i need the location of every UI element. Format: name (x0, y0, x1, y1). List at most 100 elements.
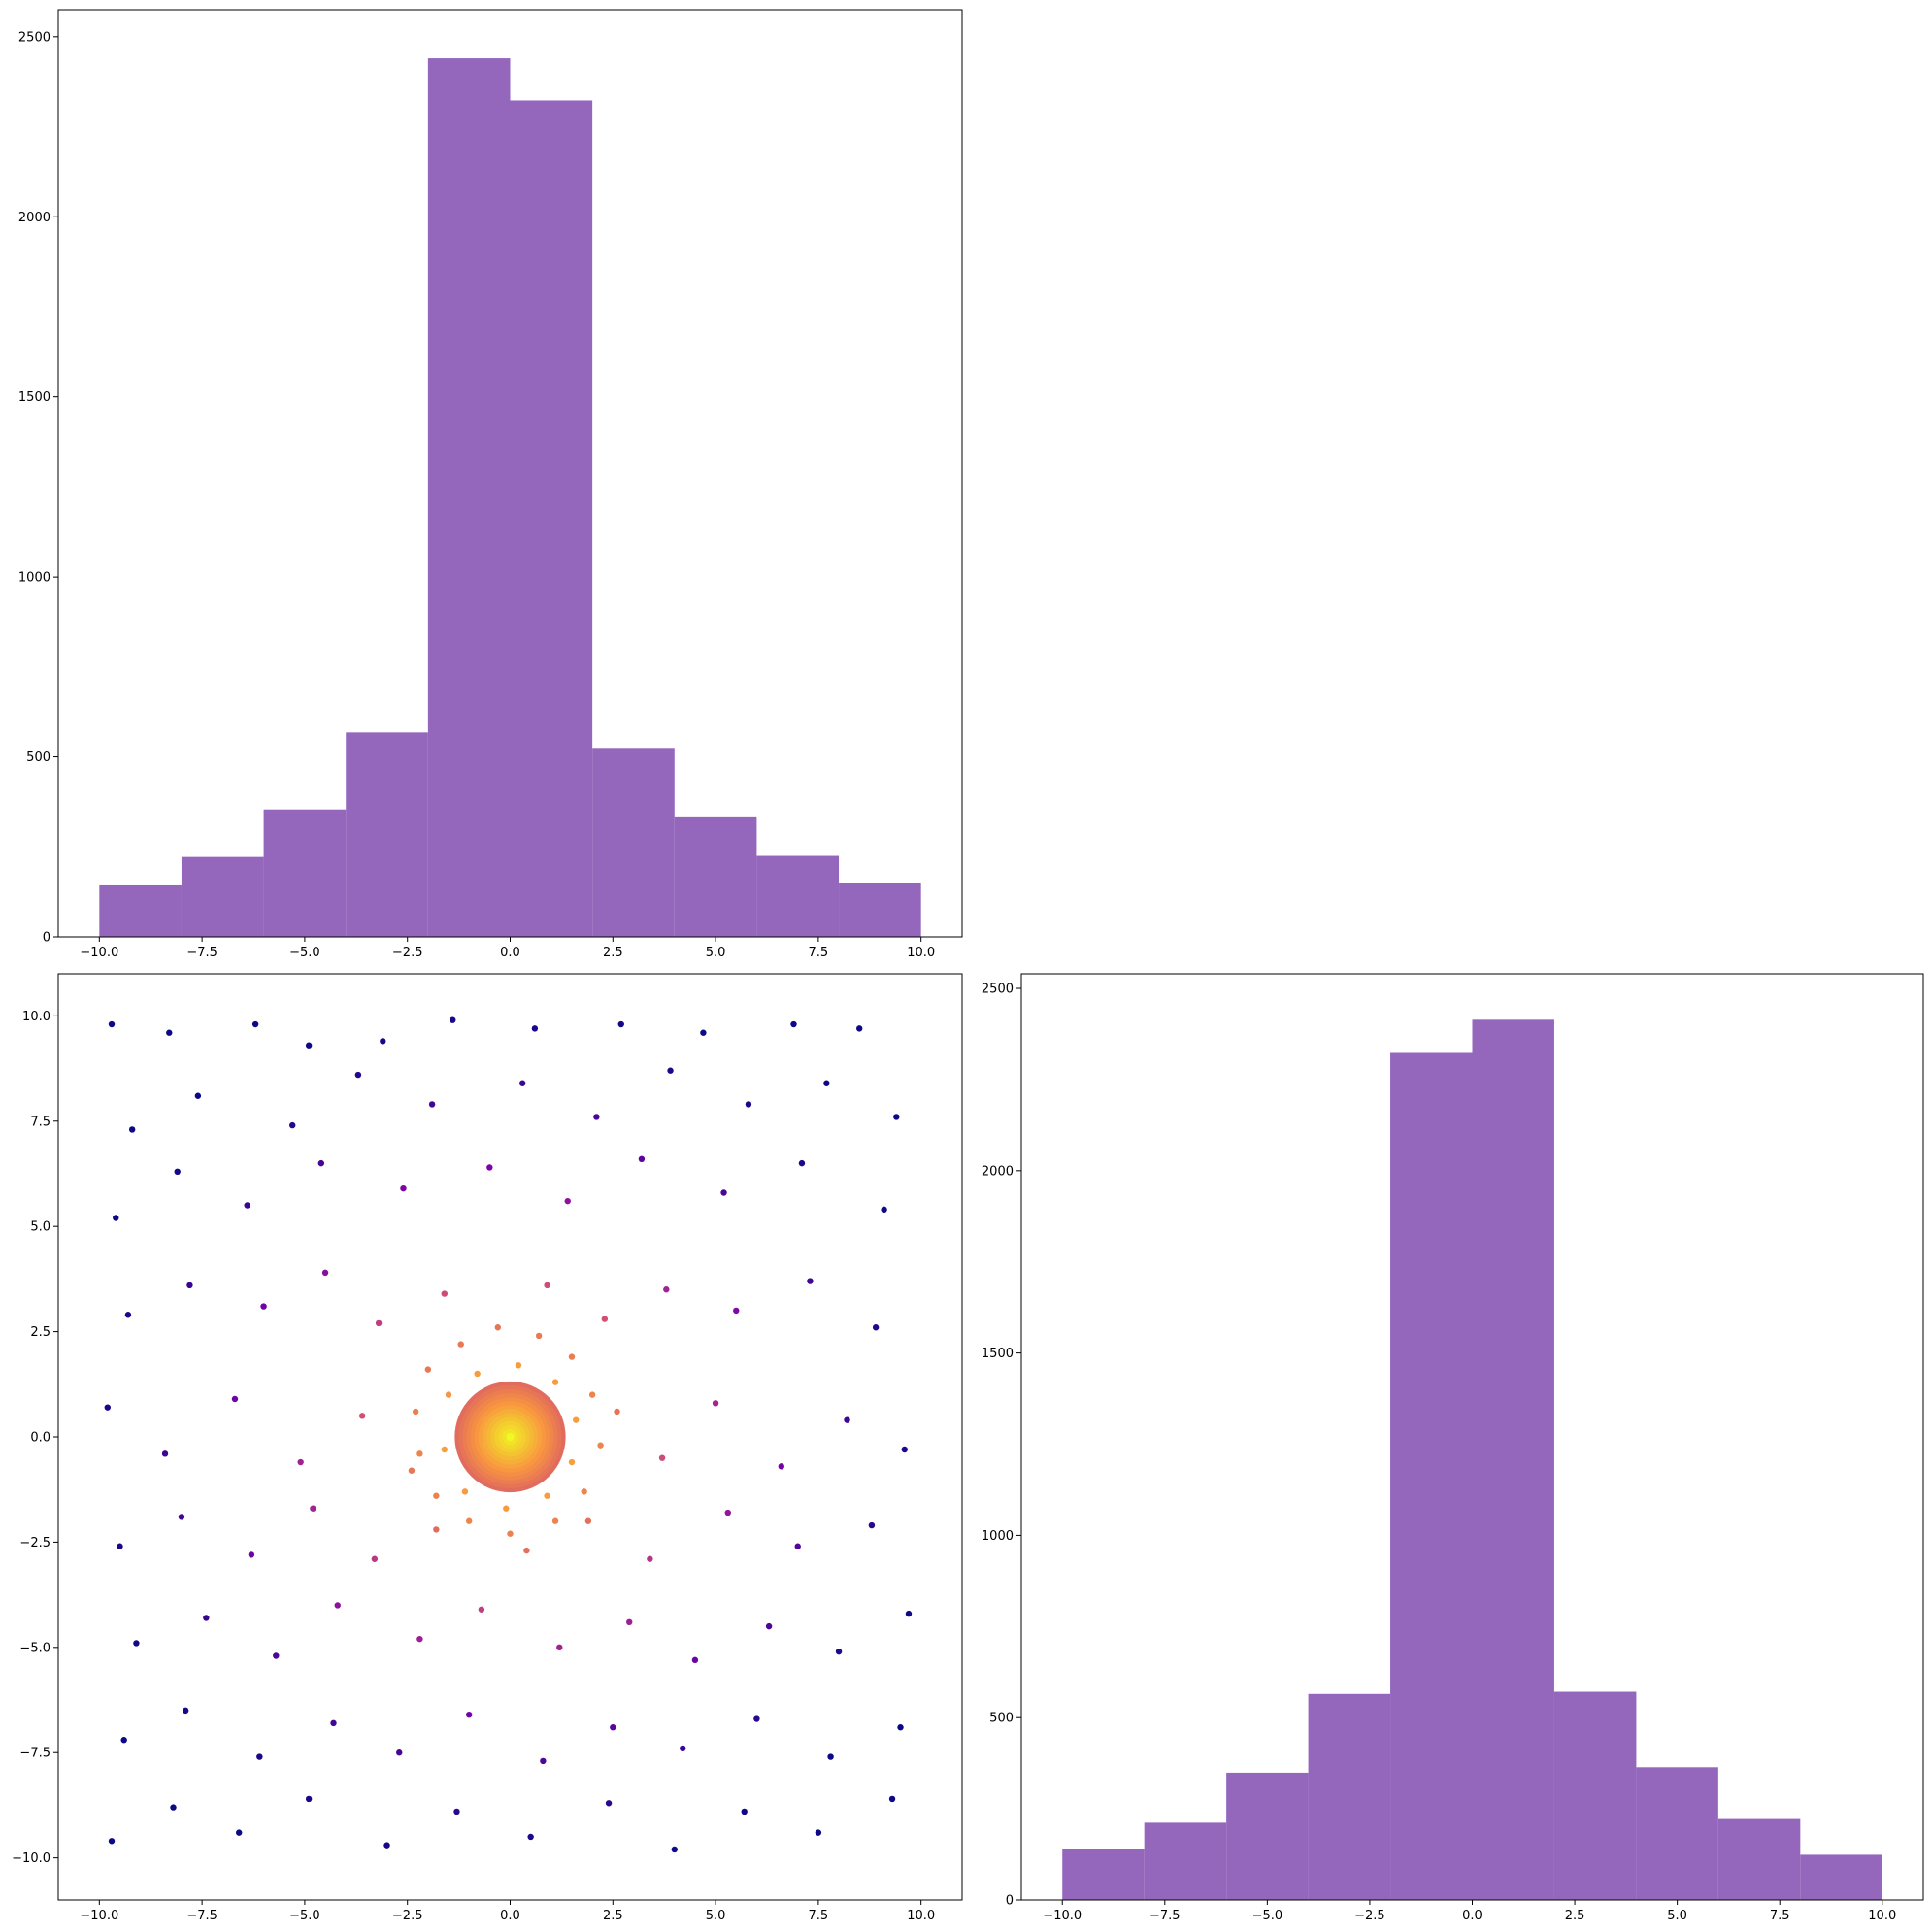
x-tick-label: 7.5 (809, 946, 829, 960)
scatter-point (691, 1656, 699, 1664)
y-tick-label: 0.0 (30, 1431, 50, 1446)
scatter-point (441, 1446, 448, 1453)
scatter-point (564, 1197, 571, 1205)
scatter-point (120, 1737, 127, 1744)
scatter-point (765, 1622, 773, 1630)
y-tick-label: 500 (989, 1712, 1014, 1726)
x-tick-label: −10.0 (1043, 1909, 1082, 1923)
x-tick-label: 2.5 (603, 946, 623, 960)
scatter-point (605, 1800, 613, 1807)
scatter-point (358, 1413, 366, 1419)
scatter-point (535, 1332, 543, 1340)
x-tick-label: 0.0 (500, 1909, 520, 1923)
scatter-point (544, 1492, 550, 1499)
scatter-point (610, 1724, 616, 1731)
scatter-point (194, 1092, 202, 1099)
scatter-point (474, 1370, 481, 1378)
scatter-point (108, 1020, 116, 1028)
scatter-point (231, 1395, 239, 1403)
scatter-core-point (506, 1433, 515, 1441)
histogram-bar (181, 856, 264, 937)
histogram-bar (756, 855, 840, 937)
scatter-point (741, 1808, 748, 1815)
scatter-point (856, 1025, 863, 1032)
scatter-point (671, 1846, 678, 1853)
scatter-point (161, 1450, 169, 1457)
scatter-point (658, 1454, 666, 1461)
scatter-point (321, 1269, 329, 1277)
x-tick-label: −5.0 (289, 946, 320, 960)
scatter-point (428, 1101, 436, 1108)
scatter-point (273, 1652, 280, 1659)
scatter-point (835, 1648, 843, 1655)
scatter-bottom-left: −10.0 −7.5 −5.0 −2.5 0.0 2.5 5.0 7.5 10.0 −10.0 −7… (12, 973, 963, 1923)
y-tick-label: 1000 (18, 571, 50, 585)
scatter-point (724, 1509, 731, 1516)
y-tick-label: 10.0 (22, 1010, 50, 1024)
scatter-point (400, 1184, 407, 1192)
scatter-point (515, 1362, 522, 1369)
scatter-point (478, 1606, 485, 1613)
scatter-point (527, 1833, 534, 1841)
scatter-point (486, 1164, 493, 1171)
histogram-bar (592, 748, 675, 937)
scatter-point (720, 1189, 727, 1196)
scatter-point (551, 1517, 559, 1524)
y-tick-label: 2500 (982, 983, 1014, 997)
x-tick-label: 7.5 (809, 1909, 829, 1923)
scatter-point (461, 1488, 469, 1495)
y-tick-label: 2000 (18, 211, 50, 225)
x-tick-label: −2.5 (1354, 1909, 1385, 1923)
histogram-bar (1062, 1849, 1145, 1900)
x-tick-label: −7.5 (186, 1909, 217, 1923)
histogram-bar (1800, 1854, 1882, 1900)
histogram-bar (346, 732, 428, 937)
scatter-point (178, 1514, 185, 1520)
x-tick-label: 2.5 (603, 1909, 623, 1923)
y-tick-label: 5.0 (30, 1220, 50, 1235)
scatter-point (305, 1042, 313, 1049)
scatter-point (794, 1543, 801, 1549)
scatter-point (667, 1067, 674, 1074)
scatter-point (507, 1530, 514, 1537)
histogram-bar (1144, 1822, 1227, 1900)
scatter-point (881, 1206, 887, 1214)
scatter-point (433, 1492, 440, 1499)
scatter-point (597, 1442, 604, 1449)
scatter-point (186, 1282, 193, 1289)
scatter-point (556, 1644, 563, 1651)
x-tick-label: 10.0 (1868, 1909, 1896, 1923)
scatter-point (465, 1712, 473, 1718)
scatter-point (905, 1610, 913, 1617)
x-tick-label: 7.5 (1770, 1909, 1790, 1923)
scatter-point (465, 1517, 473, 1524)
scatter-point (174, 1168, 181, 1176)
scatter-point (124, 1312, 132, 1318)
histogram-bar (427, 58, 511, 937)
x-tick-label: −5.0 (1252, 1909, 1283, 1923)
x-tick-label: 10.0 (907, 946, 935, 960)
y-tick-label: 0 (1006, 1894, 1014, 1909)
scatter-point (872, 1324, 880, 1331)
scatter-point (901, 1446, 908, 1453)
x-tick-label: −10.0 (80, 946, 118, 960)
y-tick-label: 0 (43, 931, 50, 946)
scatter-point (170, 1804, 177, 1811)
scatter-point (453, 1808, 460, 1815)
scatter-point (700, 1029, 707, 1036)
scatter-point (251, 1020, 259, 1028)
x-tick-label: 0.0 (500, 946, 520, 960)
x-tick-label: 10.0 (907, 1909, 935, 1923)
x-tick-label: 5.0 (706, 946, 726, 960)
scatter-point (638, 1155, 646, 1163)
scatter-point (445, 1391, 452, 1398)
y-tick-label: 2000 (982, 1164, 1014, 1179)
scatter-point (790, 1020, 797, 1028)
x-tick-label: 5.0 (1667, 1909, 1687, 1923)
x-tick-label: −2.5 (392, 1909, 423, 1923)
y-tick-label: 1000 (982, 1529, 1014, 1544)
scatter-point (310, 1505, 316, 1512)
scatter-point (128, 1126, 136, 1133)
scatter-point (745, 1101, 752, 1108)
